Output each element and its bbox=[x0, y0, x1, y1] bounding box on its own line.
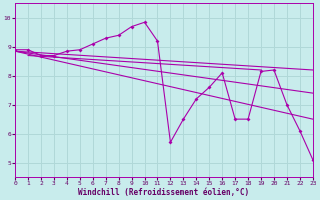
X-axis label: Windchill (Refroidissement éolien,°C): Windchill (Refroidissement éolien,°C) bbox=[78, 188, 250, 197]
